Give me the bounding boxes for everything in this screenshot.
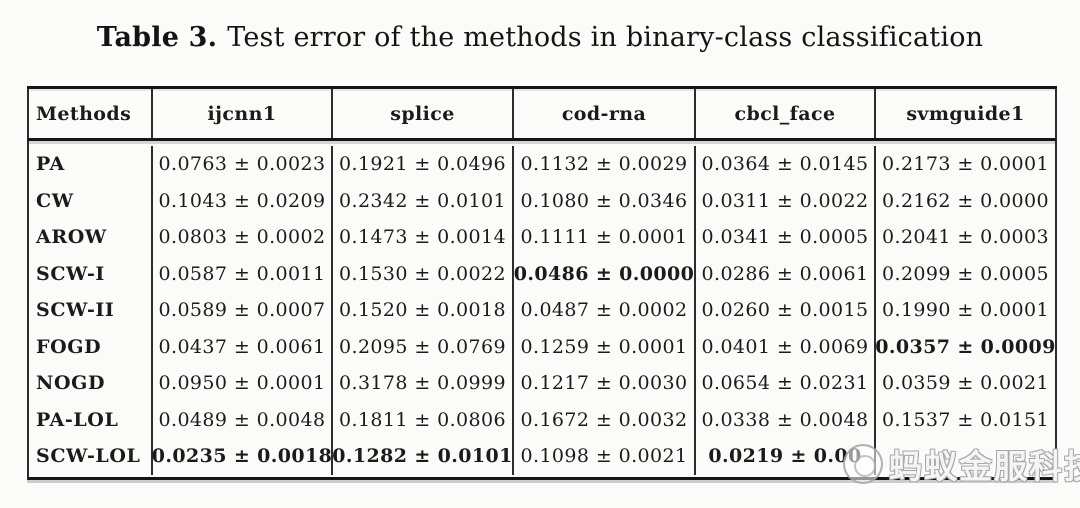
table-row: SCW-LOL 0.0235 ± 0.0018 0.1282 ± 0.0101 …	[29, 438, 1055, 475]
value-cell: 0.0587 ± 0.0011	[151, 255, 331, 292]
value-cell: 0.1672 ± 0.0032	[512, 401, 694, 438]
value-cell: 0.0260 ± 0.0015	[694, 292, 874, 329]
value-cell: 0.2162 ± 0.0000	[874, 182, 1055, 219]
results-table: Methods ijcnn1 splice cod-rna cbcl_face …	[27, 86, 1057, 480]
value-cell: 0.1132 ± 0.0029	[512, 146, 694, 183]
value-cell: 0.0311 ± 0.0022	[694, 182, 874, 219]
value-cell: 0.0338 ± 0.0048	[694, 401, 874, 438]
header-svmguide1: svmguide1	[874, 89, 1055, 138]
header-ijcnn1: ijcnn1	[151, 89, 331, 138]
value-cell: 0.0341 ± 0.0005	[694, 219, 874, 256]
method-cell: SCW-LOL	[36, 445, 141, 468]
value-cell: 0.2342 ± 0.0101	[331, 182, 512, 219]
table-row: CW 0.1043 ± 0.0209 0.2342 ± 0.0101 0.108…	[29, 182, 1055, 219]
table-row: FOGD 0.0437 ± 0.0061 0.2095 ± 0.0769 0.1…	[29, 328, 1055, 365]
method-cell: PA-LOL	[36, 408, 119, 431]
value-cell: 0.2041 ± 0.0003	[874, 219, 1055, 256]
table-row: PA-LOL 0.0489 ± 0.0048 0.1811 ± 0.0806 0…	[29, 401, 1055, 438]
value-cell: 0.1520 ± 0.0018	[331, 292, 512, 329]
value-cell: 0.0589 ± 0.0007	[151, 292, 331, 329]
table-row: SCW-I 0.0587 ± 0.0011 0.1530 ± 0.0022 0.…	[29, 255, 1055, 292]
value-cell: 0.0803 ± 0.0002	[151, 219, 331, 256]
table-caption: Table 3. Test error of the methods in bin…	[0, 22, 1080, 53]
method-cell: CW	[36, 189, 74, 212]
value-cell: 0.1530 ± 0.0022	[331, 255, 512, 292]
value-cell: 0.1282 ± 0.0101	[331, 438, 512, 475]
value-cell: 0.1990 ± 0.0001	[874, 292, 1055, 329]
table-caption-label: Table 3.	[96, 22, 218, 53]
value-cell: 0.0489 ± 0.0048	[151, 401, 331, 438]
value-cell: 0.1537 ± 0.0151	[874, 401, 1055, 438]
table-row: PA 0.0763 ± 0.0023 0.1921 ± 0.0496 0.113…	[29, 146, 1055, 183]
value-cell: 0.0357 ± 0.0009	[874, 328, 1055, 365]
table-header-row: Methods ijcnn1 splice cod-rna cbcl_face …	[27, 89, 1057, 141]
method-cell: NOGD	[36, 372, 106, 395]
header-cbcl-face: cbcl_face	[694, 89, 874, 138]
value-cell: 0.0401 ± 0.0069	[694, 328, 874, 365]
table-row: AROW 0.0803 ± 0.0002 0.1473 ± 0.0014 0.1…	[29, 219, 1055, 256]
value-cell: 0.1921 ± 0.0496	[331, 146, 512, 183]
value-cell: 0.0950 ± 0.0001	[151, 365, 331, 402]
value-cell: 0.0486 ± 0.0000	[512, 255, 694, 292]
header-splice: splice	[331, 89, 512, 138]
value-cell: 0.0763 ± 0.0023	[151, 146, 331, 183]
watermark-logo-icon	[843, 444, 883, 484]
value-cell: 0.2095 ± 0.0769	[331, 328, 512, 365]
value-cell: 0.0235 ± 0.0018	[151, 438, 332, 475]
value-cell: 0.0286 ± 0.0061	[694, 255, 874, 292]
value-cell: 0.1098 ± 0.0021	[512, 438, 694, 475]
method-cell: PA	[36, 153, 65, 176]
value-cell: 0.3178 ± 0.0999	[331, 365, 512, 402]
method-cell: SCW-I	[36, 262, 105, 285]
method-cell: FOGD	[36, 335, 102, 358]
value-cell: 0.0364 ± 0.0145	[694, 146, 874, 183]
table-caption-text: Test error of the methods in binary-clas…	[227, 22, 984, 53]
value-cell: 0.1473 ± 0.0014	[331, 219, 512, 256]
header-cod-rna: cod-rna	[512, 89, 694, 138]
value-cell: 0.2099 ± 0.0005	[874, 255, 1055, 292]
value-cell: 0.1217 ± 0.0030	[512, 365, 694, 402]
table-top-rule	[27, 86, 1057, 89]
value-cell: 0.0437 ± 0.0061	[151, 328, 331, 365]
value-cell: 0.0359 ± 0.0021	[874, 365, 1055, 402]
table-row: SCW-II 0.0589 ± 0.0007 0.1520 ± 0.0018 0…	[29, 292, 1055, 329]
value-cell: 0.1043 ± 0.0209	[151, 182, 331, 219]
method-cell: AROW	[36, 226, 107, 249]
watermark-text: 蚂蚁金服科技	[889, 447, 1080, 486]
value-cell: 0.1080 ± 0.0346	[512, 182, 694, 219]
method-cell: SCW-II	[36, 299, 115, 322]
value-cell: 0.1111 ± 0.0001	[512, 219, 694, 256]
value-cell: 0.1259 ± 0.0001	[512, 328, 694, 365]
header-methods: Methods	[36, 102, 132, 125]
table-row: NOGD 0.0950 ± 0.0001 0.3178 ± 0.0999 0.1…	[29, 365, 1055, 402]
watermark: 蚂蚁金服科技	[843, 440, 1080, 488]
value-cell: 0.2173 ± 0.0001	[874, 146, 1055, 183]
value-cell: 0.0654 ± 0.0231	[694, 365, 874, 402]
table-body: PA 0.0763 ± 0.0023 0.1921 ± 0.0496 0.113…	[27, 141, 1057, 480]
value-cell: 0.0219 ± 0.00	[694, 438, 874, 475]
value-cell: 0.0487 ± 0.0002	[512, 292, 694, 329]
value-cell: 0.1811 ± 0.0806	[331, 401, 512, 438]
